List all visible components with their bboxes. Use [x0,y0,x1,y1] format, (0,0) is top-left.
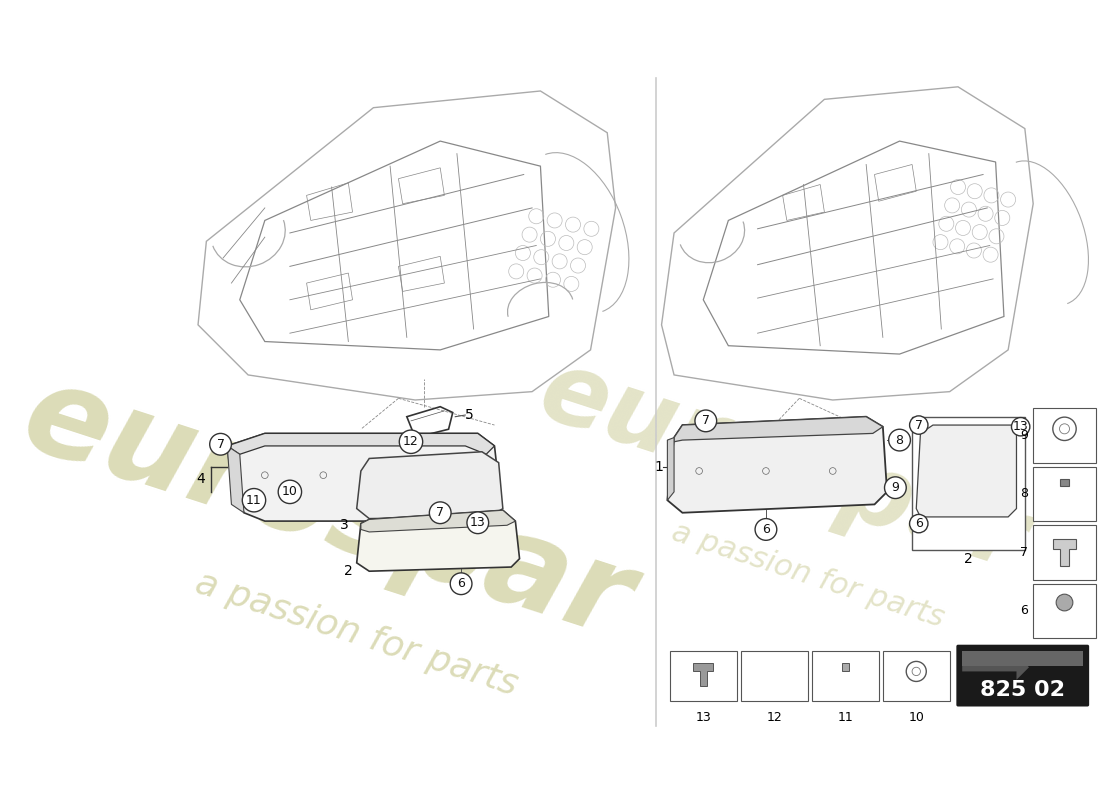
Bar [1033,584,1096,638]
Text: 3: 3 [340,518,349,533]
Polygon shape [916,425,1016,517]
Circle shape [1012,418,1030,436]
Text: 13: 13 [470,516,486,530]
Text: 13: 13 [1013,420,1028,434]
Text: 5: 5 [465,408,474,422]
Circle shape [1056,594,1072,611]
Text: 6: 6 [915,517,923,530]
Text: eurospar: eurospar [9,354,647,664]
Circle shape [450,573,472,594]
Polygon shape [356,510,519,571]
Text: 825 02: 825 02 [980,680,1065,700]
Bar [741,650,807,701]
Polygon shape [228,434,495,454]
Text: 8: 8 [895,434,903,446]
Text: 1: 1 [654,460,663,474]
FancyBboxPatch shape [956,645,1089,706]
Circle shape [910,514,928,533]
Text: 7: 7 [1020,546,1028,559]
Text: 11: 11 [246,494,262,506]
Bar [912,417,1025,550]
Polygon shape [356,452,503,518]
Text: 7: 7 [702,414,710,427]
Text: 6: 6 [1021,604,1028,618]
Circle shape [466,512,488,534]
Polygon shape [674,417,883,442]
Circle shape [278,480,301,503]
Circle shape [910,416,928,434]
Bar [962,650,1084,666]
Polygon shape [668,438,674,500]
Bar [1033,526,1096,579]
Polygon shape [962,654,1028,680]
Text: eurospar: eurospar [527,342,1038,591]
Circle shape [695,410,717,432]
Circle shape [242,489,266,512]
Text: 2: 2 [964,552,972,566]
Text: a passion for parts: a passion for parts [668,518,947,633]
Text: 6: 6 [458,578,465,590]
Text: 9: 9 [891,481,900,494]
Text: 7: 7 [437,506,444,519]
Circle shape [889,430,911,451]
Polygon shape [1053,539,1076,566]
Bar [842,663,848,671]
Text: 11: 11 [837,710,854,724]
Text: 10: 10 [909,710,924,724]
Bar [670,650,737,701]
Text: 2: 2 [344,564,353,578]
Text: 7: 7 [915,418,923,431]
Circle shape [210,434,231,455]
Polygon shape [668,417,887,513]
Bar [1033,467,1096,521]
Circle shape [429,502,451,524]
Polygon shape [228,434,498,521]
Bar [812,650,879,701]
Circle shape [755,518,777,540]
Circle shape [884,477,906,498]
Text: 8: 8 [1020,487,1028,501]
Text: 9: 9 [1021,429,1028,442]
Polygon shape [228,446,244,513]
Text: 13: 13 [695,710,712,724]
Text: 6: 6 [762,523,770,536]
Text: 12: 12 [403,435,419,448]
Text: 12: 12 [767,710,782,724]
Polygon shape [693,663,713,686]
Text: 4: 4 [196,472,205,486]
Circle shape [399,430,422,454]
Bar [1033,408,1096,462]
Text: 10: 10 [282,486,298,498]
Text: a passion for parts: a passion for parts [191,566,522,702]
Bar [883,650,949,701]
Text: 7: 7 [217,438,224,450]
Polygon shape [361,510,516,532]
Bar [1060,479,1069,486]
